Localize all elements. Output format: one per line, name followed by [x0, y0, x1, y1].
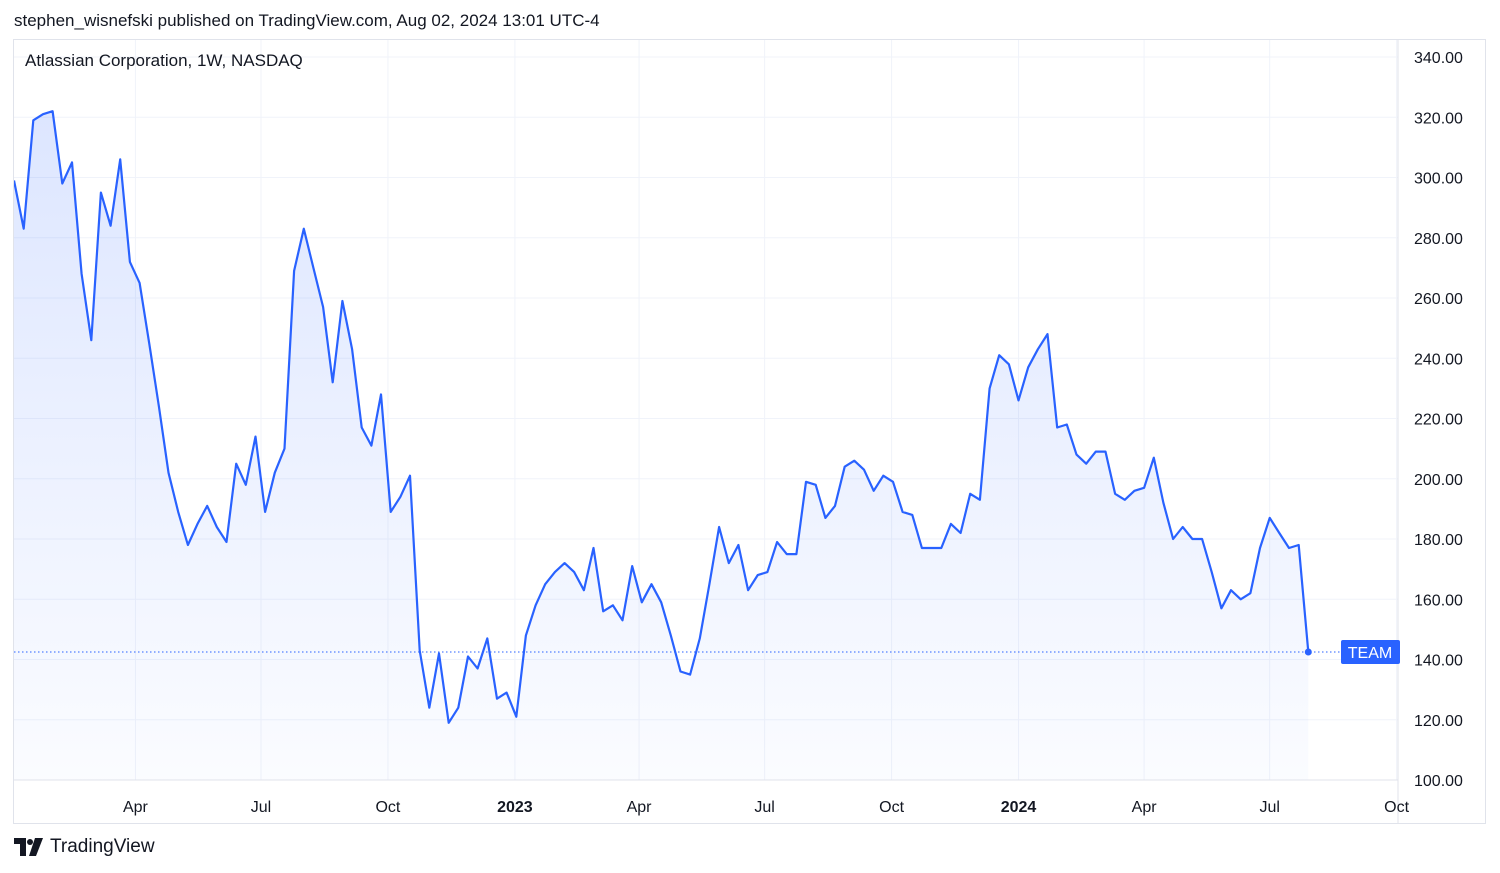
x-tick-label: Oct	[375, 799, 400, 816]
x-tick-label: Oct	[879, 799, 904, 816]
y-tick-label: 340.00	[1414, 50, 1463, 67]
last-point-marker[interactable]	[1304, 648, 1312, 656]
x-tick-label: Apr	[1132, 799, 1158, 816]
y-tick-label: 180.00	[1414, 532, 1463, 549]
tradingview-brand[interactable]: TradingView	[14, 836, 155, 858]
y-tick-label: 160.00	[1414, 592, 1463, 609]
symbol-badge[interactable]	[1341, 639, 1400, 664]
y-tick-label: 260.00	[1414, 291, 1463, 308]
tradingview-brand-label: TradingView	[50, 836, 155, 857]
x-tick-label: Apr	[627, 799, 653, 816]
series-line[interactable]	[14, 110, 1310, 724]
y-axis: 100.00 120.00 140.00 160.00 180.00 200.00 220.…	[1414, 50, 1463, 790]
series-area	[14, 111, 1309, 780]
x-tick-label: 2024	[1001, 799, 1037, 816]
y-tick-label: 120.00	[1414, 713, 1463, 730]
x-axis: Apr Jul Oct 2023 Apr Jul Oct 2024 Apr Jul Oct	[123, 799, 1410, 816]
y-tick-label: 300.00	[1414, 171, 1463, 188]
y-tick-label: 220.00	[1414, 412, 1463, 429]
y-tick-label: 320.00	[1414, 110, 1463, 127]
tradingview-logo-icon	[14, 838, 43, 856]
publisher-caption: stephen_wisnefski published on TradingVi…	[14, 11, 600, 30]
symbol-badge-label: TEAM	[1348, 645, 1392, 662]
x-tick-label: Jul	[251, 799, 271, 816]
x-tick-label: Jul	[754, 799, 774, 816]
y-tick-label: 100.00	[1414, 773, 1463, 790]
x-tick-label: Jul	[1259, 799, 1279, 816]
x-tick-label: Apr	[123, 799, 149, 816]
y-tick-label: 280.00	[1414, 231, 1463, 248]
y-tick-label: 140.00	[1414, 653, 1463, 670]
y-tick-label: 200.00	[1414, 472, 1463, 489]
chart-frame	[13, 39, 1486, 824]
x-tick-label: Oct	[1384, 799, 1409, 816]
y-tick-label: 240.00	[1414, 351, 1463, 368]
chart-title: Atlassian Corporation, 1W, NASDAQ	[25, 51, 303, 70]
x-tick-label: 2023	[497, 799, 533, 816]
